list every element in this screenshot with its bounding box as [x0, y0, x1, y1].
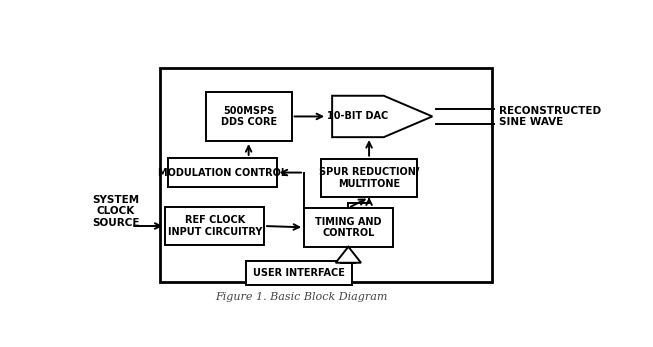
- Text: TIMING AND
CONTROL: TIMING AND CONTROL: [315, 217, 381, 238]
- Bar: [246, 261, 353, 285]
- Text: RECONSTRUCTED
SINE WAVE: RECONSTRUCTED SINE WAVE: [499, 105, 601, 127]
- Text: USER INTERFACE: USER INTERFACE: [253, 268, 345, 278]
- Bar: [165, 207, 264, 245]
- Bar: [304, 208, 392, 247]
- Text: SYSTEM
CLOCK
SOURCE: SYSTEM CLOCK SOURCE: [92, 195, 140, 228]
- Bar: [321, 159, 417, 197]
- Polygon shape: [336, 247, 361, 263]
- Bar: [342, 261, 355, 263]
- Bar: [206, 92, 292, 141]
- Text: REF CLOCK
INPUT CIRCUITRY: REF CLOCK INPUT CIRCUITRY: [168, 215, 262, 237]
- Text: 500MSPS
DDS CORE: 500MSPS DDS CORE: [221, 105, 277, 127]
- Bar: [168, 158, 277, 187]
- Text: Figure 1. Basic Block Diagram: Figure 1. Basic Block Diagram: [215, 292, 388, 302]
- Text: MODULATION CONTROL: MODULATION CONTROL: [158, 168, 287, 178]
- Polygon shape: [332, 96, 432, 137]
- Text: SPUR REDUCTION/
MULTITONE: SPUR REDUCTION/ MULTITONE: [319, 167, 419, 189]
- Bar: [160, 68, 492, 282]
- Text: 10-BIT DAC: 10-BIT DAC: [327, 111, 389, 121]
